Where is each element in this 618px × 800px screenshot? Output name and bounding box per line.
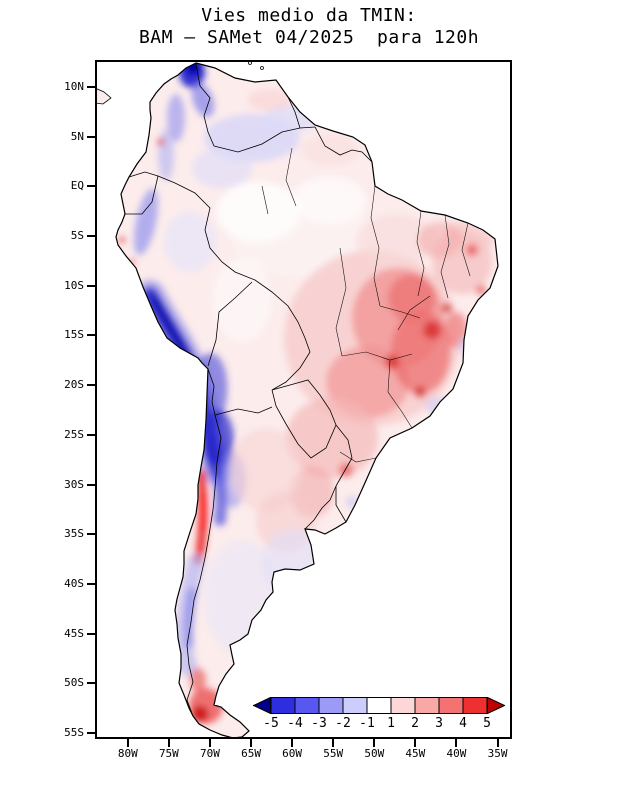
colorbar-cell (462, 697, 488, 714)
lon-tick-mark (208, 739, 211, 747)
lat-tick-mark (87, 135, 95, 138)
lon-tick-label: 70W (200, 747, 220, 760)
lat-tick-label: 20S (64, 378, 84, 392)
colorbar-tick-label: 3 (435, 716, 443, 731)
central-america-fragment (95, 87, 112, 105)
lon-tick-label: 65W (241, 747, 261, 760)
lat-tick-mark (87, 86, 95, 88)
colorbar-tick-label: 5 (483, 716, 491, 731)
lat-tick-mark (87, 334, 95, 337)
colorbar-tick-label: -4 (287, 716, 303, 731)
lon-tick-mark (126, 739, 129, 747)
colorbar-tick-label: -1 (359, 716, 375, 731)
colorbar-tick-label: 4 (459, 716, 467, 731)
lat-tick-label: 15S (64, 328, 84, 342)
colorbar-tick-label: 1 (387, 716, 395, 731)
lat-tick-label: 25S (64, 427, 84, 441)
lat-tick-mark (87, 384, 95, 387)
lon-tick-label: 55W (323, 747, 344, 760)
colorbar-tick-label: 2 (411, 716, 419, 731)
lon-tick-mark (250, 739, 253, 747)
lat-tick-label: 5S (70, 229, 84, 243)
lat-tick-mark (87, 682, 95, 685)
colorbar-tick-label: -2 (335, 716, 351, 731)
lat-tick-label: 10S (64, 278, 84, 292)
colorbar-cell (294, 697, 320, 714)
lat-tick-label: 45S (64, 626, 84, 640)
lat-tick-mark (87, 185, 95, 188)
lon-tick-mark (414, 739, 417, 747)
colorbar-cell (414, 697, 440, 714)
lon-tick-mark (455, 739, 458, 747)
colorbar-cell (342, 697, 368, 714)
lat-tick-label: 50S (64, 676, 84, 690)
lon-tick-label: 75W (158, 747, 179, 760)
colorbar-cell (390, 697, 416, 714)
colorbar-cell (438, 697, 464, 714)
lon-tick-label: 50W (364, 747, 385, 760)
lat-tick-mark (87, 731, 95, 734)
lat-tick-label: 55S (64, 725, 84, 739)
lon-tick-label: 60W (282, 747, 303, 760)
lat-tick-label: 35S (64, 527, 84, 541)
colorbar-cell (366, 697, 392, 714)
lon-tick-mark (167, 739, 170, 747)
chart-title-line1: Vies medio da TMIN: (201, 5, 417, 26)
country-borders (125, 63, 373, 717)
chart-title-line2: BAM – SAMet 04/2025 para 120h (138, 27, 480, 48)
lon-tick-label: 80W (117, 747, 138, 760)
lat-tick-mark (87, 483, 95, 486)
lat-tick-mark (87, 284, 95, 287)
lon-tick-mark (332, 739, 335, 747)
colorbar-tick-label: -5 (263, 716, 279, 731)
lat-tick-label: 30S (64, 477, 84, 491)
lat-tick-mark (87, 582, 95, 585)
lat-tick-mark (87, 632, 95, 635)
south-america-bias-map (95, 61, 499, 739)
colorbar-scale (252, 696, 506, 715)
lon-tick-label: 40W (446, 747, 467, 760)
lat-tick-label: EQ (70, 179, 84, 193)
colorbar-arrow (487, 696, 506, 715)
colorbar-cell (318, 697, 344, 714)
lon-tick-label: 35W (487, 747, 508, 760)
lon-tick-mark (291, 739, 294, 747)
lat-tick-label: 5N (70, 129, 84, 143)
lon-tick-mark (373, 739, 376, 747)
state-borders (261, 147, 471, 463)
colorbar-cell (270, 697, 296, 714)
caribbean-islands (248, 61, 264, 70)
lat-tick-mark (87, 433, 95, 436)
lat-tick-label: 10N (64, 80, 84, 93)
colorbar (252, 696, 506, 715)
colorbar-tick-label: -3 (311, 716, 327, 731)
lat-tick-mark (87, 235, 95, 238)
lat-tick-label: 40S (64, 576, 84, 590)
bias-shading (119, 63, 494, 724)
lon-tick-mark (496, 739, 499, 747)
lat-tick-mark (87, 533, 95, 536)
coastline (115, 62, 499, 739)
lon-tick-label: 45W (405, 747, 426, 760)
colorbar-arrow (252, 696, 271, 715)
